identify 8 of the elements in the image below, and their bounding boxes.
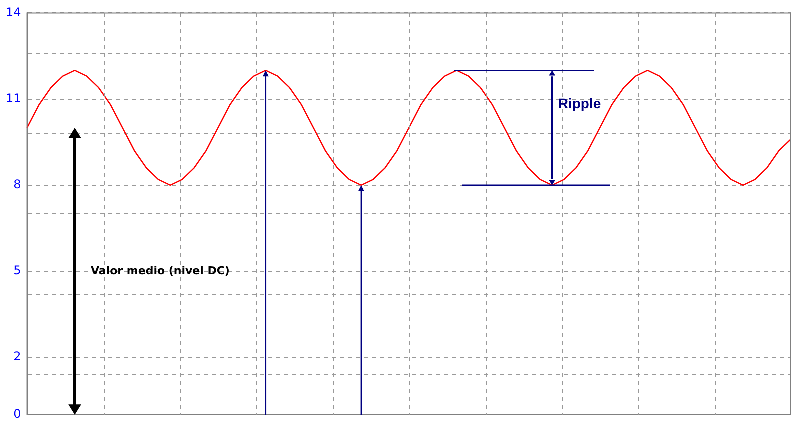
annotation: Valor medio (nivel DC) <box>91 264 230 278</box>
y-tick-label: 2 <box>14 350 22 364</box>
y-tick-label: 11 <box>6 91 22 106</box>
y-tick-label: 0 <box>14 407 22 422</box>
y-tick-label: 8 <box>14 178 22 192</box>
y-tick-label: 14 <box>6 5 22 20</box>
y-tick-label: 5 <box>14 264 22 278</box>
annotation: Ripple <box>558 95 602 112</box>
